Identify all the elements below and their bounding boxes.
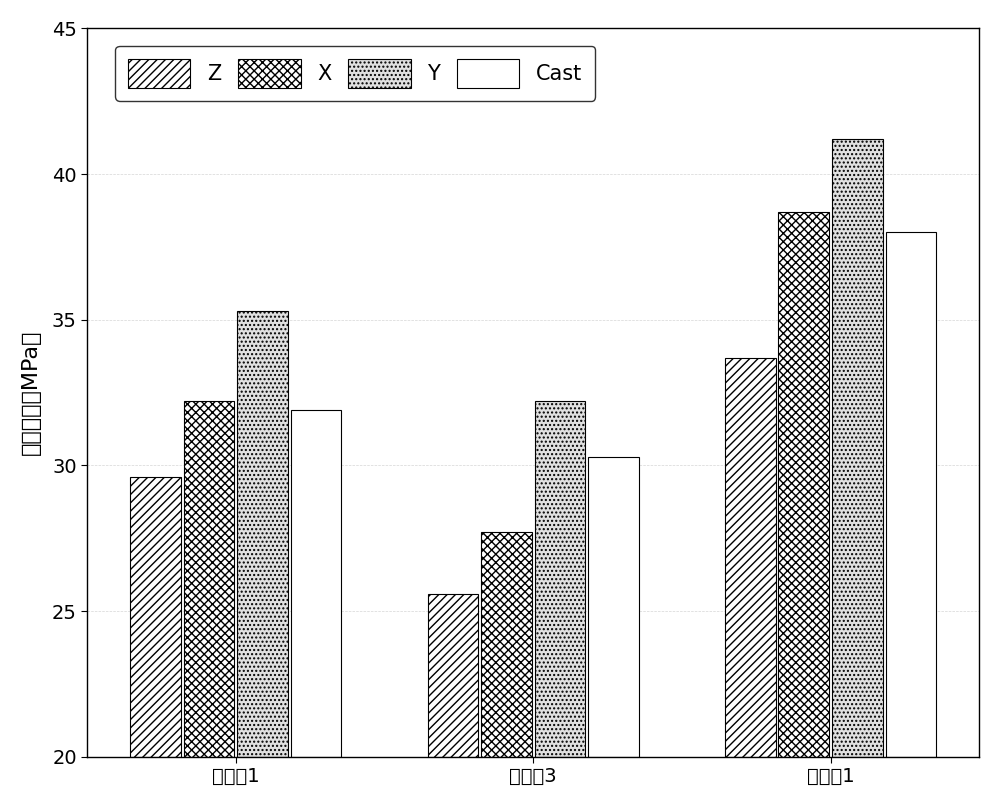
Bar <box>832 139 883 757</box>
Bar <box>778 212 829 757</box>
Bar <box>428 594 478 757</box>
Bar <box>291 410 341 757</box>
Y-axis label: 抗压强度（MPa）: 抗压强度（MPa） <box>21 330 41 455</box>
Bar <box>535 401 585 757</box>
Bar <box>588 457 639 757</box>
Legend: Z, X, Y, Cast: Z, X, Y, Cast <box>115 46 595 101</box>
Bar <box>725 358 776 757</box>
Bar <box>886 232 936 757</box>
Bar <box>184 401 234 757</box>
Bar <box>237 311 288 757</box>
Bar <box>481 533 532 757</box>
Bar <box>130 477 181 757</box>
